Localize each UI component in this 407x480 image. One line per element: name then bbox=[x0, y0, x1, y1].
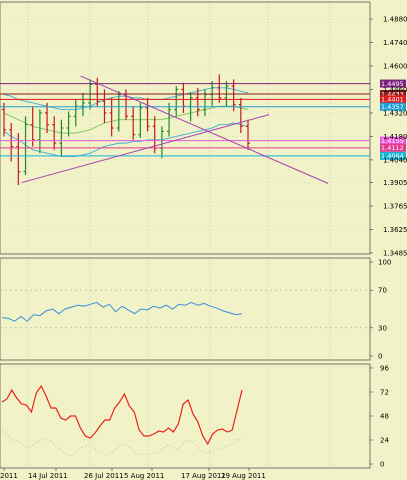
osc2-ytick-label: 0 bbox=[380, 461, 384, 469]
osc1-ytick-label: 100 bbox=[378, 259, 391, 267]
price-bar bbox=[109, 97, 114, 137]
x-tick-label: 17 Aug 2011 bbox=[181, 472, 226, 480]
level-tag-label: 1.4357 bbox=[381, 103, 404, 111]
price-ytick-label: 1.3765 bbox=[383, 203, 407, 211]
x-tick-label: 2011 bbox=[0, 472, 18, 480]
price-ytick-label: 1.4600 bbox=[383, 62, 407, 70]
price-ytick-label: 1.4460 bbox=[383, 86, 407, 94]
level-tag-label: 1.4155 bbox=[381, 137, 404, 145]
price-bar bbox=[167, 102, 172, 137]
price-ytick-label: 1.4180 bbox=[383, 133, 407, 141]
oscillator-1-panel[interactable]: 100 70 30 0 bbox=[0, 257, 391, 361]
price-bar bbox=[145, 97, 150, 132]
price-ytick-label: 1.4320 bbox=[383, 109, 407, 117]
osc2-ytick-label: 24 bbox=[380, 437, 389, 445]
price-bar bbox=[116, 91, 121, 132]
price-bar bbox=[246, 119, 250, 150]
price-bar bbox=[30, 106, 35, 147]
price-bar bbox=[45, 102, 50, 134]
x-tick-label: 14 Jul 2011 bbox=[28, 472, 68, 480]
price-panel-frame bbox=[0, 1, 371, 255]
level-tag-label: 1.4112 bbox=[381, 144, 404, 152]
price-bar bbox=[2, 102, 6, 137]
price-bar bbox=[231, 79, 236, 112]
level-tag bbox=[380, 95, 406, 104]
x-axis: 2011 14 Jul 2011 26 Jul 2011 5 Aug 2011 17 A… bbox=[0, 468, 266, 480]
price-panel[interactable]: 1.44951.44331.44011.43571.41551.41121.40… bbox=[0, 1, 407, 258]
level-tag bbox=[380, 143, 406, 152]
osc1-series-line bbox=[1, 301, 243, 322]
price-bar bbox=[16, 133, 21, 186]
price-bar bbox=[73, 99, 78, 127]
trendline bbox=[21, 114, 270, 184]
price-bar bbox=[80, 92, 85, 117]
price-ytick-label: 1.4740 bbox=[383, 39, 407, 47]
osc2-ytick-label: 72 bbox=[380, 389, 389, 397]
price-ytick-label: 1.4880 bbox=[383, 16, 407, 24]
price-bar bbox=[95, 77, 100, 107]
level-tag bbox=[380, 136, 406, 145]
price-bar bbox=[66, 111, 71, 137]
osc2-ytick-label: 48 bbox=[380, 413, 389, 421]
osc1-ytick-label: 70 bbox=[378, 287, 387, 295]
price-bar bbox=[138, 102, 143, 139]
price-bar bbox=[9, 123, 14, 162]
osc2-series-line bbox=[1, 430, 243, 457]
price-ytick-label: 1.4040 bbox=[383, 156, 407, 164]
x-tick-label: 29 Aug 2011 bbox=[221, 472, 266, 480]
level-tag bbox=[380, 151, 406, 160]
price-ytick-label: 1.3625 bbox=[383, 226, 407, 234]
level-tag-label: 1.4495 bbox=[381, 80, 404, 88]
osc1-ytick-label: 30 bbox=[378, 324, 387, 332]
level-tag bbox=[380, 79, 406, 88]
price-bar bbox=[238, 97, 243, 134]
bollinger-lower-line bbox=[3, 122, 249, 157]
osc2-ytick-label: 96 bbox=[380, 365, 389, 373]
price-bar bbox=[217, 74, 222, 103]
price-bar bbox=[195, 87, 200, 117]
price-bar bbox=[102, 89, 107, 123]
price-bar bbox=[131, 106, 136, 140]
osc1-ytick-label: 0 bbox=[378, 353, 382, 361]
level-tag bbox=[380, 102, 406, 111]
level-tag-label: 1.4401 bbox=[381, 96, 404, 104]
price-bar bbox=[181, 82, 186, 113]
price-ytick-label: 1.3485 bbox=[383, 250, 407, 258]
price-bar bbox=[23, 116, 28, 175]
price-bar bbox=[174, 86, 179, 117]
oscillator-2-panel[interactable]: 96 72 48 24 0 bbox=[0, 363, 389, 469]
x-tick-label: 5 Aug 2011 bbox=[124, 472, 164, 480]
price-bar bbox=[88, 79, 93, 110]
price-bar bbox=[59, 119, 64, 157]
trendline bbox=[80, 75, 329, 184]
level-tag-label: 1.4064 bbox=[381, 152, 404, 160]
price-bar bbox=[37, 109, 42, 154]
level-tag bbox=[380, 89, 406, 98]
price-bar bbox=[52, 116, 57, 150]
osc2-series-line bbox=[1, 384, 243, 446]
level-tag-label: 1.4433 bbox=[381, 90, 404, 98]
price-ytick-label: 1.3905 bbox=[383, 179, 407, 187]
oscillator-1-frame bbox=[0, 257, 371, 361]
x-tick-label: 26 Jul 2011 bbox=[84, 472, 124, 480]
